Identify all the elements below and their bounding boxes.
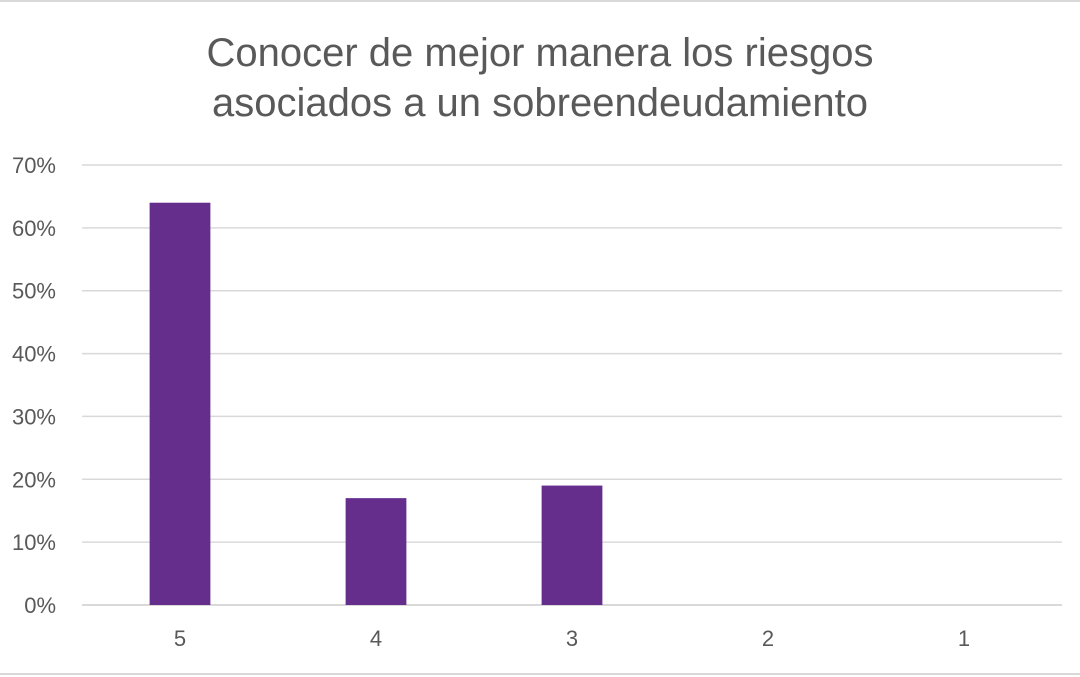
y-tick-label: 0% [24,593,56,618]
x-tick-label: 2 [762,626,774,651]
bars [149,202,603,605]
chart-title: Conocer de mejor manera los riesgos asoc… [40,28,1040,128]
y-axis-tick-labels: 0% 10% 20% 30% 40% 50% 60% 70% [12,153,56,618]
y-tick-label: 50% [12,279,56,304]
x-tick-label: 4 [370,626,382,651]
bar-4 [345,498,407,605]
chart-title-line-2: asociados a un sobreendeudamiento [211,81,869,125]
y-tick-label: 30% [12,404,56,429]
bar-5 [149,202,211,605]
bar-3 [541,485,603,605]
x-tick-label: 5 [174,626,186,651]
y-tick-label: 20% [12,467,56,492]
grid-lines [82,164,1062,606]
x-tick-label: 1 [958,626,970,651]
x-axis-tick-labels: 5 4 3 2 1 [174,626,970,651]
chart-title-line-1: Conocer de mejor manera los riesgos [206,31,874,75]
y-tick-label: 60% [12,216,56,241]
y-tick-label: 70% [12,153,56,178]
x-tick-label: 3 [566,626,578,651]
y-tick-label: 10% [12,530,56,555]
y-tick-label: 40% [12,342,56,367]
